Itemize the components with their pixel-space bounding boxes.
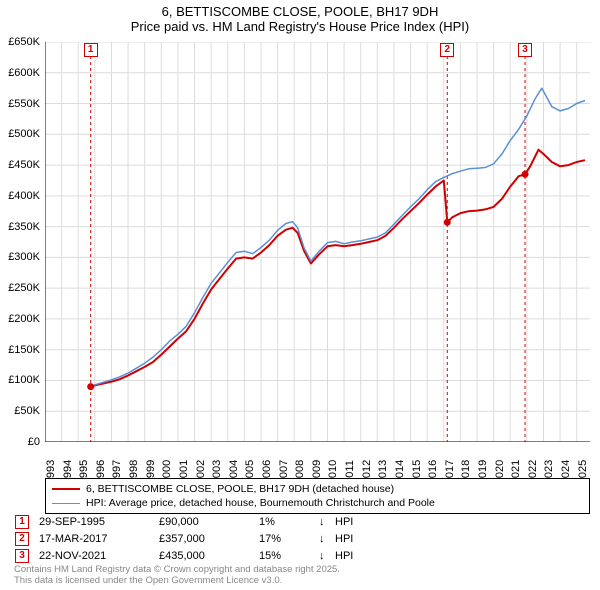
y-tick-label: £450K: [8, 159, 40, 171]
down-arrow-icon: ↓: [319, 550, 335, 562]
legend-swatch: [52, 488, 80, 490]
marker-date: 22-NOV-2021: [39, 550, 159, 562]
marker-pct: 15%: [259, 550, 319, 562]
line-chart: [45, 42, 590, 442]
down-arrow-icon: ↓: [319, 533, 335, 545]
marker-pct: 17%: [259, 533, 319, 545]
marker-date: 29-SEP-1995: [39, 516, 159, 528]
marker-num-box: 3: [15, 549, 29, 563]
marker-vs: HPI: [335, 533, 353, 545]
chart-legend: 6, BETTISCOMBE CLOSE, POOLE, BH17 9DH (d…: [45, 478, 590, 514]
down-arrow-icon: ↓: [319, 516, 335, 528]
marker-pct: 1%: [259, 516, 319, 528]
y-tick-label: £350K: [8, 221, 40, 233]
marker-price: £90,000: [159, 516, 259, 528]
marker-row: 3 22-NOV-2021£435,00015%↓HPI: [15, 547, 585, 564]
y-tick-label: £50K: [14, 405, 40, 417]
marker-table: 129-SEP-1995£90,0001%↓HPI217-MAR-2017£35…: [15, 513, 585, 564]
chart-marker-1: 1: [84, 43, 98, 57]
marker-row: 1 29-SEP-1995£90,0001%↓HPI: [15, 513, 585, 530]
attribution-line2: This data is licensed under the Open Gov…: [14, 575, 340, 586]
legend-item-hpi: HPI: Average price, detached house, Bour…: [52, 496, 583, 510]
attribution-line1: Contains HM Land Registry data © Crown c…: [14, 564, 340, 575]
y-tick-label: £100K: [8, 374, 40, 386]
y-tick-label: £600K: [8, 67, 40, 79]
title-line1: 6, BETTISCOMBE CLOSE, POOLE, BH17 9DH: [0, 4, 600, 19]
attribution: Contains HM Land Registry data © Crown c…: [14, 564, 340, 586]
y-tick-label: £650K: [8, 36, 40, 48]
x-axis: 1993199419951996199719981999200020012002…: [45, 444, 590, 474]
legend-label: HPI: Average price, detached house, Bour…: [86, 496, 435, 510]
y-tick-label: £400K: [8, 190, 40, 202]
y-tick-label: £250K: [8, 282, 40, 294]
marker-num-box: 1: [15, 515, 29, 529]
marker-price: £435,000: [159, 550, 259, 562]
y-tick-label: £0: [28, 436, 40, 448]
y-tick-label: £550K: [8, 98, 40, 110]
y-axis: £0£50K£100K£150K£200K£250K£300K£350K£400…: [0, 42, 42, 442]
marker-date: 17-MAR-2017: [39, 533, 159, 545]
title-line2: Price paid vs. HM Land Registry's House …: [0, 19, 600, 34]
legend-item-price-paid: 6, BETTISCOMBE CLOSE, POOLE, BH17 9DH (d…: [52, 482, 583, 496]
marker-vs: HPI: [335, 516, 353, 528]
y-tick-label: £500K: [8, 128, 40, 140]
marker-row: 2 17-MAR-2017£357,00017%↓HPI: [15, 530, 585, 547]
chart-marker-3: 3: [518, 43, 532, 57]
chart-marker-2: 2: [440, 43, 454, 57]
y-tick-label: £300K: [8, 251, 40, 263]
y-tick-label: £200K: [8, 313, 40, 325]
chart-title: 6, BETTISCOMBE CLOSE, POOLE, BH17 9DH Pr…: [0, 0, 600, 36]
marker-vs: HPI: [335, 550, 353, 562]
y-tick-label: £150K: [8, 344, 40, 356]
marker-num-box: 2: [15, 532, 29, 546]
legend-swatch: [52, 503, 80, 504]
legend-label: 6, BETTISCOMBE CLOSE, POOLE, BH17 9DH (d…: [86, 482, 394, 496]
marker-price: £357,000: [159, 533, 259, 545]
